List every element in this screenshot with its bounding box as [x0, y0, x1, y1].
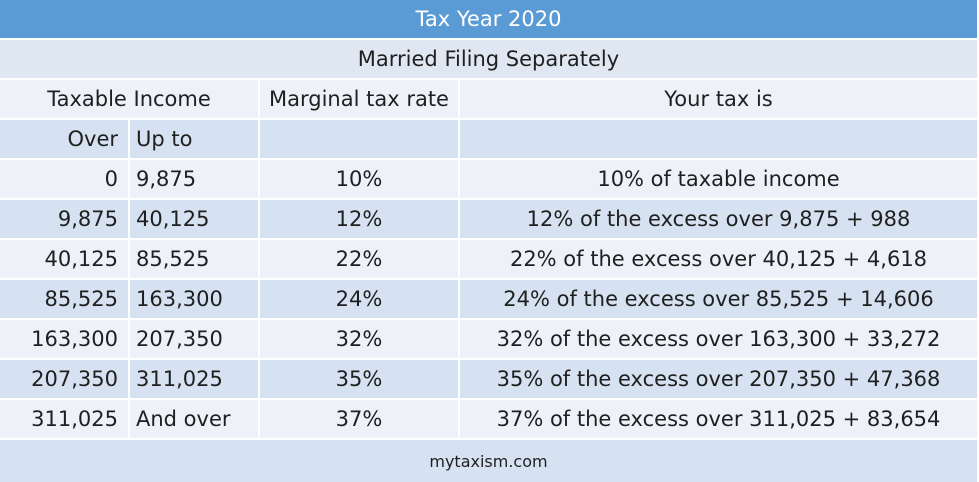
- row-over: 163,300: [0, 320, 130, 360]
- row-up-to: 207,350: [130, 320, 260, 360]
- row-up-to: 311,025: [130, 360, 260, 400]
- row-rate: 10%: [260, 160, 460, 200]
- header-taxable-income: Taxable Income: [0, 80, 260, 120]
- row-over: 40,125: [0, 240, 130, 280]
- row-up-to: And over: [130, 400, 260, 440]
- filing-status: Married Filing Separately: [0, 40, 979, 80]
- row-rate: 22%: [260, 240, 460, 280]
- header-up-to: Up to: [130, 120, 260, 160]
- row-over: 85,525: [0, 280, 130, 320]
- row-rate: 37%: [260, 400, 460, 440]
- row-over: 207,350: [0, 360, 130, 400]
- row-tax: 10% of taxable income: [460, 160, 979, 200]
- row-up-to: 40,125: [130, 200, 260, 240]
- row-tax: 37% of the excess over 311,025 + 83,654: [460, 400, 979, 440]
- row-up-to: 9,875: [130, 160, 260, 200]
- header-blank-tax: [460, 120, 979, 160]
- row-tax: 35% of the excess over 207,350 + 47,368: [460, 360, 979, 400]
- row-over: 0: [0, 160, 130, 200]
- row-rate: 24%: [260, 280, 460, 320]
- source-footer: mytaxism.com: [0, 440, 979, 482]
- row-up-to: 85,525: [130, 240, 260, 280]
- row-tax: 32% of the excess over 163,300 + 33,272: [460, 320, 979, 360]
- row-rate: 32%: [260, 320, 460, 360]
- row-tax: 12% of the excess over 9,875 + 988: [460, 200, 979, 240]
- header-over: Over: [0, 120, 130, 160]
- row-rate: 35%: [260, 360, 460, 400]
- row-rate: 12%: [260, 200, 460, 240]
- table-title: Tax Year 2020: [0, 0, 979, 40]
- row-over: 9,875: [0, 200, 130, 240]
- header-marginal-rate: Marginal tax rate: [260, 80, 460, 120]
- row-tax: 22% of the excess over 40,125 + 4,618: [460, 240, 979, 280]
- row-over: 311,025: [0, 400, 130, 440]
- row-tax: 24% of the excess over 85,525 + 14,606: [460, 280, 979, 320]
- header-your-tax: Your tax is: [460, 80, 979, 120]
- row-up-to: 163,300: [130, 280, 260, 320]
- header-blank-rate: [260, 120, 460, 160]
